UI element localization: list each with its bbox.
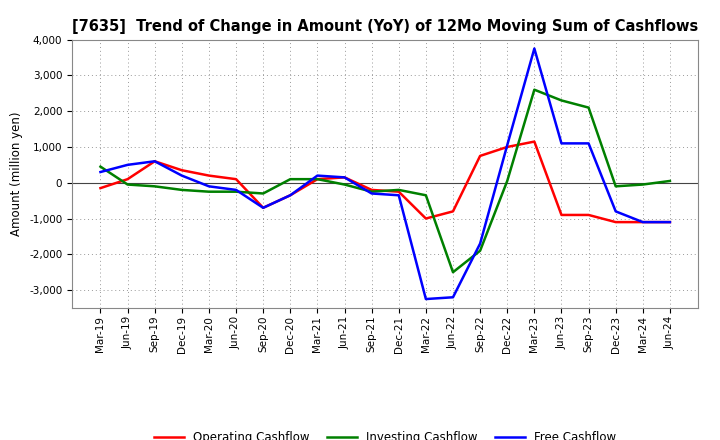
Operating Cashflow [123,176,132,182]
Operating Cashflow [96,186,105,191]
Investing Cashflow [557,98,566,103]
Free Cashflow [123,162,132,168]
Operating Cashflow [639,220,647,225]
Legend: Operating Cashflow, Investing Cashflow, Free Cashflow: Operating Cashflow, Investing Cashflow, … [149,427,621,440]
Free Cashflow [503,143,511,148]
Investing Cashflow [204,189,213,194]
Free Cashflow [150,159,159,164]
Free Cashflow [421,297,430,302]
Investing Cashflow [449,270,457,275]
Investing Cashflow [421,193,430,198]
Operating Cashflow [611,220,620,225]
Operating Cashflow [341,175,349,180]
Investing Cashflow [503,178,511,183]
Investing Cashflow [395,187,403,193]
Operating Cashflow [557,213,566,218]
Operating Cashflow [395,189,403,194]
Operating Cashflow [665,220,674,225]
Free Cashflow [530,46,539,51]
Investing Cashflow [611,183,620,189]
Investing Cashflow [367,189,376,194]
Investing Cashflow [341,182,349,187]
Investing Cashflow [259,191,268,196]
Free Cashflow [232,187,240,193]
Investing Cashflow [150,183,159,189]
Operating Cashflow [178,168,186,173]
Free Cashflow [313,173,322,178]
Free Cashflow [286,193,294,198]
Free Cashflow [476,241,485,246]
Free Cashflow [96,169,105,175]
Operating Cashflow [584,213,593,218]
Operating Cashflow [313,176,322,182]
Free Cashflow [178,173,186,178]
Investing Cashflow [665,178,674,183]
Operating Cashflow [204,173,213,178]
Operating Cashflow [367,187,376,193]
Free Cashflow [395,193,403,198]
Free Cashflow [259,205,268,210]
Investing Cashflow [232,189,240,194]
Line: Operating Cashflow: Operating Cashflow [101,142,670,222]
Investing Cashflow [123,182,132,187]
Investing Cashflow [530,87,539,92]
Investing Cashflow [639,182,647,187]
Operating Cashflow [530,139,539,144]
Operating Cashflow [286,193,294,198]
Investing Cashflow [96,164,105,169]
Line: Free Cashflow: Free Cashflow [101,48,670,299]
Operating Cashflow [150,159,159,164]
Free Cashflow [341,175,349,180]
Operating Cashflow [232,176,240,182]
Free Cashflow [449,295,457,300]
Free Cashflow [204,183,213,189]
Free Cashflow [665,220,674,225]
Title: [7635]  Trend of Change in Amount (YoY) of 12Mo Moving Sum of Cashflows: [7635] Trend of Change in Amount (YoY) o… [72,19,698,34]
Line: Investing Cashflow: Investing Cashflow [101,90,670,272]
Investing Cashflow [584,105,593,110]
Y-axis label: Amount (million yen): Amount (million yen) [11,112,24,236]
Operating Cashflow [503,144,511,150]
Investing Cashflow [476,248,485,253]
Operating Cashflow [476,153,485,158]
Operating Cashflow [421,216,430,221]
Free Cashflow [584,141,593,146]
Free Cashflow [367,191,376,196]
Investing Cashflow [286,176,294,182]
Free Cashflow [639,220,647,225]
Operating Cashflow [259,205,268,210]
Operating Cashflow [449,209,457,214]
Free Cashflow [611,209,620,214]
Investing Cashflow [313,176,322,182]
Free Cashflow [557,141,566,146]
Investing Cashflow [178,187,186,193]
